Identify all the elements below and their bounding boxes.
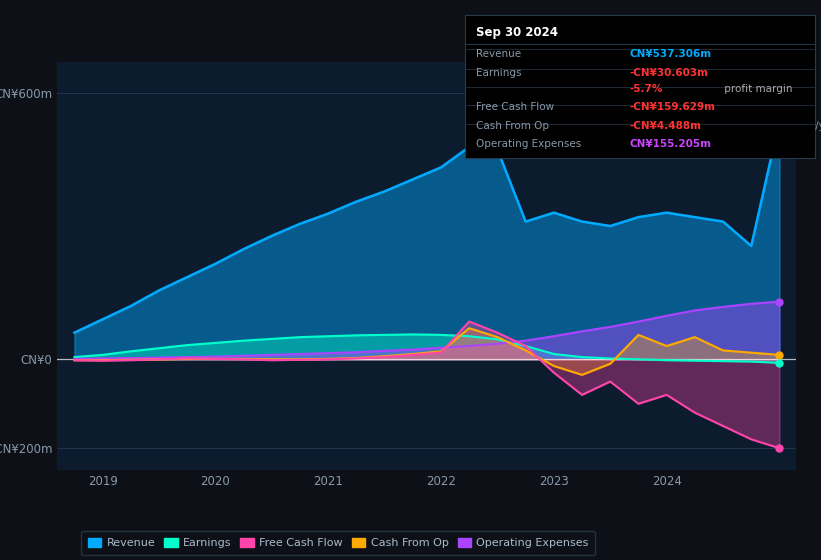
Text: Sep 30 2024: Sep 30 2024 xyxy=(475,26,557,39)
Text: -CN¥30.603m: -CN¥30.603m xyxy=(630,68,709,78)
Text: CN¥155.205m: CN¥155.205m xyxy=(630,139,712,150)
Text: CN¥537.306m: CN¥537.306m xyxy=(630,49,712,59)
Text: Operating Expenses: Operating Expenses xyxy=(475,139,580,150)
Text: Earnings: Earnings xyxy=(475,68,521,78)
Text: -CN¥159.629m: -CN¥159.629m xyxy=(630,102,715,112)
Text: Revenue: Revenue xyxy=(475,49,521,59)
Text: profit margin: profit margin xyxy=(721,83,792,94)
Text: -5.7%: -5.7% xyxy=(630,83,663,94)
Text: Free Cash Flow: Free Cash Flow xyxy=(475,102,553,112)
Text: Cash From Op: Cash From Op xyxy=(475,121,548,131)
Text: /yr: /yr xyxy=(811,121,821,131)
Text: -CN¥4.488m: -CN¥4.488m xyxy=(630,121,701,131)
Legend: Revenue, Earnings, Free Cash Flow, Cash From Op, Operating Expenses: Revenue, Earnings, Free Cash Flow, Cash … xyxy=(81,531,595,555)
